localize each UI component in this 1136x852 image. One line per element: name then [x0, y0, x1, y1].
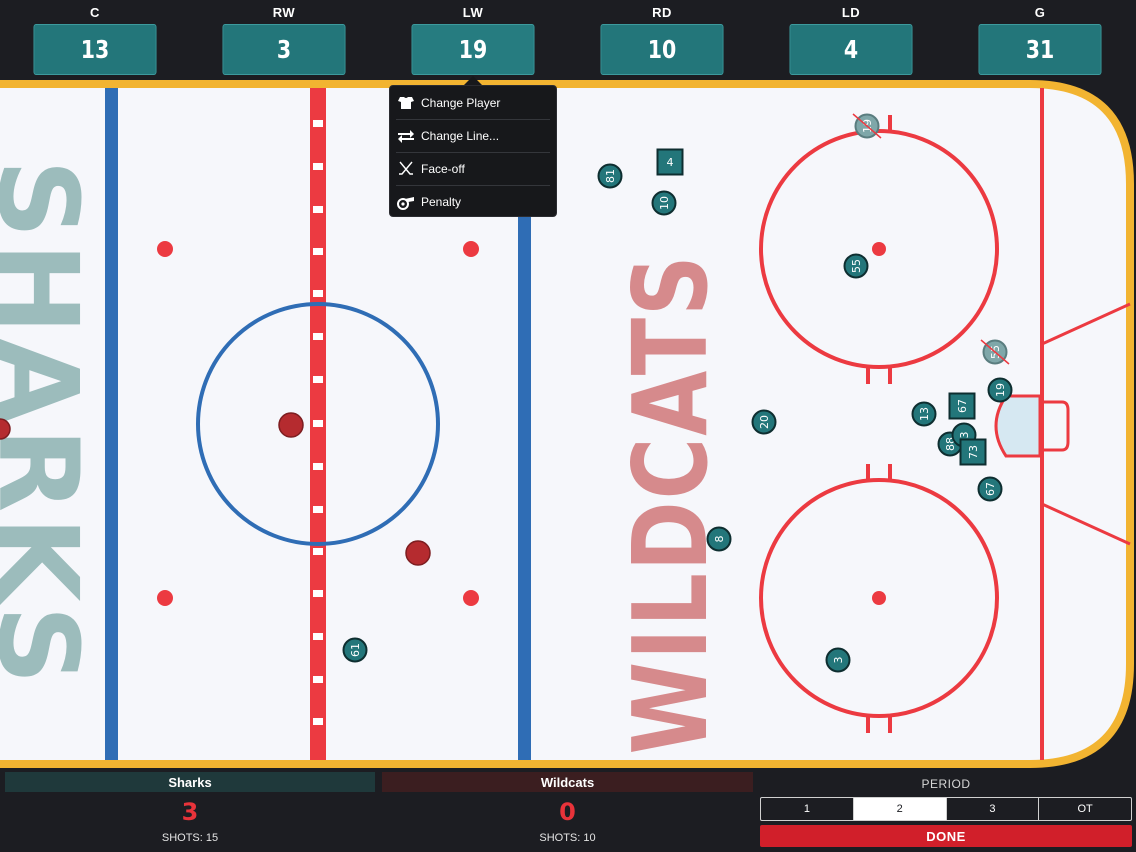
svg-text:20: 20: [758, 415, 771, 429]
position-bar: C 13 RW 3 LW 19 RD 10 LD 4 G 31: [0, 0, 1136, 80]
player-marker-81[interactable]: 81: [597, 163, 623, 189]
menu-item-label: Face-off: [421, 161, 465, 176]
player-marker-55[interactable]: 55: [843, 253, 869, 279]
player-marker-67[interactable]: 67: [977, 476, 1003, 502]
player-marker-19[interactable]: 19: [987, 377, 1013, 403]
menu-item-label: Change Player: [421, 95, 501, 110]
svg-text:4: 4: [667, 156, 674, 169]
player-marker-13[interactable]: 13: [911, 401, 937, 427]
player-button-ld[interactable]: 4: [789, 24, 913, 75]
rink-boards: [0, 80, 1134, 768]
svg-text:19: 19: [994, 383, 1007, 397]
player-marker-10[interactable]: 10: [651, 190, 677, 216]
period-option-3[interactable]: 3: [945, 798, 1039, 820]
player-marker-8[interactable]: 8: [706, 526, 732, 552]
svg-text:3: 3: [958, 432, 971, 439]
player-marker-19-crossed[interactable]: 19: [852, 113, 882, 139]
period-label: PERIOD: [921, 777, 971, 791]
home-team-header: Sharks: [5, 772, 375, 792]
player-action-menu: Change Player Change Line... Face-off Pe…: [389, 85, 557, 217]
rink-surface[interactable]: SHARKS WILDCATS: [0, 78, 1136, 768]
player-marker-square-67[interactable]: 67: [948, 392, 976, 420]
away-team-header: Wildcats: [382, 772, 753, 792]
svg-text:73: 73: [967, 445, 980, 459]
period-selector: 1 2 3 OT: [760, 797, 1132, 821]
sharks-end-text: SHARKS: [0, 159, 102, 689]
player-marker-square-73[interactable]: 73: [959, 438, 987, 466]
position-rw: RW 3: [209, 0, 359, 80]
blue-line-right: [518, 88, 531, 760]
wildcats-end-text: WILDCATS: [612, 253, 731, 754]
position-label: C: [90, 5, 100, 20]
position-ld: LD 4: [776, 0, 926, 80]
position-label: LW: [462, 5, 484, 20]
away-score[interactable]: 0: [559, 798, 576, 826]
event-dot[interactable]: [0, 418, 11, 440]
player-marker-3[interactable]: 3: [825, 647, 851, 673]
faceoff-dots: [872, 242, 886, 605]
player-button-rw[interactable]: 3: [222, 24, 346, 75]
period-option-ot[interactable]: OT: [1038, 798, 1131, 820]
period-option-2[interactable]: 2: [852, 798, 946, 820]
svg-text:13: 13: [918, 407, 931, 421]
position-g: G 31: [965, 0, 1115, 80]
position-lw: LW 19: [398, 0, 548, 80]
svg-text:81: 81: [604, 169, 617, 183]
player-marker-square-4[interactable]: 4: [656, 148, 684, 176]
svg-text:3: 3: [832, 657, 845, 664]
player-marker-61[interactable]: 61: [342, 637, 368, 663]
period-option-1[interactable]: 1: [803, 803, 810, 815]
away-shots: SHOTS: 10: [539, 832, 596, 844]
position-label: LD: [841, 5, 861, 20]
player-button-c[interactable]: 13: [33, 24, 157, 75]
svg-text:55: 55: [850, 259, 863, 273]
menu-caret: [463, 76, 483, 86]
player-button-g[interactable]: 31: [978, 24, 1102, 75]
svg-text:67: 67: [984, 482, 997, 496]
swap-icon: [396, 127, 416, 145]
player-button-rd[interactable]: 10: [600, 24, 724, 75]
player-marker-55-crossed[interactable]: 55: [980, 339, 1010, 365]
svg-text:10: 10: [658, 196, 671, 210]
goalie-trapezoid: [1041, 302, 1131, 546]
home-shots: SHOTS: 15: [161, 832, 219, 844]
position-label: G: [1034, 5, 1046, 20]
position-label: RW: [272, 5, 296, 20]
player-button-lw[interactable]: 19: [411, 24, 535, 75]
faceoff-circles: [759, 129, 999, 718]
event-dot[interactable]: [278, 412, 304, 438]
jersey-icon: [396, 94, 416, 112]
menu-item-penalty[interactable]: Penalty: [390, 185, 556, 218]
menu-item-face-off[interactable]: Face-off: [390, 152, 556, 185]
position-rd: RD 10: [587, 0, 737, 80]
position-c: C 13: [20, 0, 170, 80]
center-line-dashes: [313, 120, 323, 725]
goal-crease: [994, 394, 1042, 458]
svg-text:67: 67: [956, 399, 969, 413]
whistle-icon: [396, 193, 416, 211]
player-marker-20[interactable]: 20: [751, 409, 777, 435]
crossed-sticks-icon: [396, 160, 416, 178]
center-circle: [196, 302, 440, 546]
neutral-zone-dots: [157, 241, 479, 606]
svg-text:61: 61: [349, 643, 362, 657]
menu-item-change-line[interactable]: Change Line...: [390, 119, 556, 152]
home-score[interactable]: 3: [181, 798, 199, 826]
menu-item-change-player[interactable]: Change Player: [390, 86, 556, 119]
svg-text:8: 8: [713, 536, 726, 543]
blue-line-left: [105, 88, 118, 760]
menu-item-label: Penalty: [421, 194, 462, 209]
menu-item-label: Change Line...: [421, 128, 500, 143]
done-button[interactable]: DONE: [760, 825, 1132, 847]
position-label: RD: [652, 5, 672, 20]
goal-net: [1044, 400, 1070, 452]
event-dot[interactable]: [405, 540, 431, 566]
